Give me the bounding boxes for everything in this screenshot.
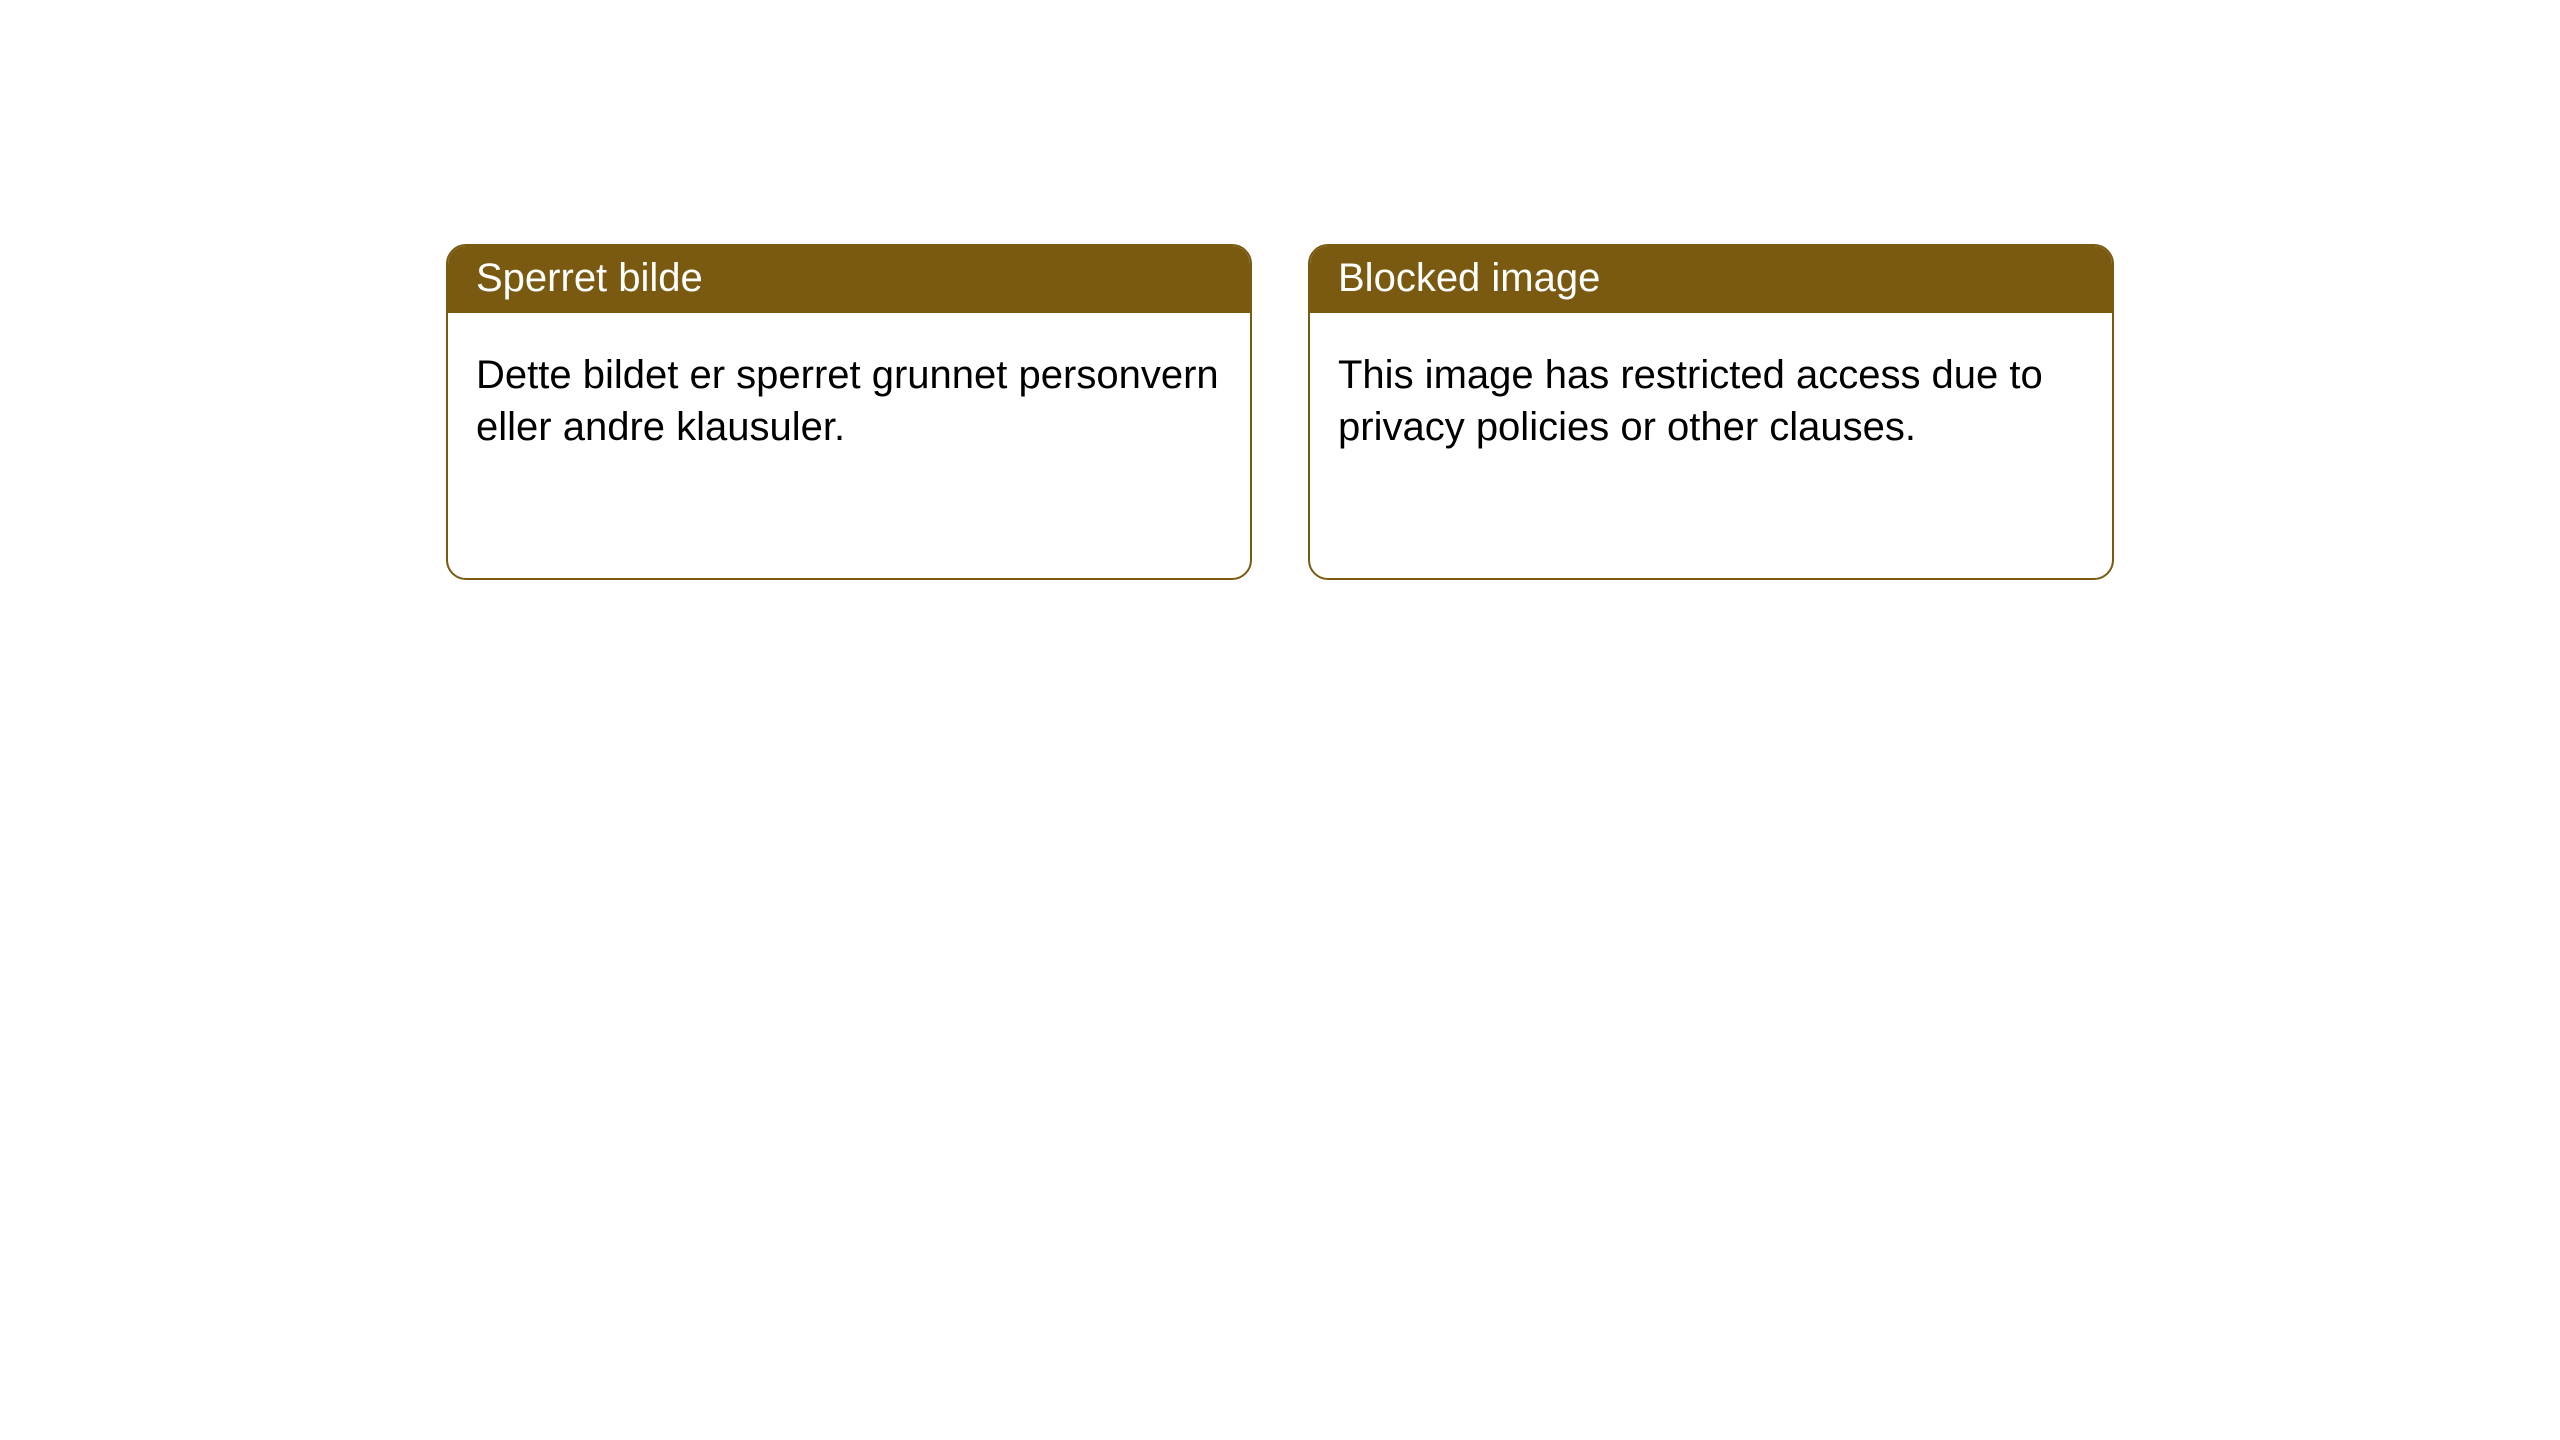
notice-body: This image has restricted access due to …	[1310, 313, 2112, 489]
notice-title: Sperret bilde	[448, 246, 1250, 313]
notice-container: Sperret bilde Dette bildet er sperret gr…	[0, 0, 2560, 580]
notice-body: Dette bildet er sperret grunnet personve…	[448, 313, 1250, 489]
notice-box-english: Blocked image This image has restricted …	[1308, 244, 2114, 580]
notice-title: Blocked image	[1310, 246, 2112, 313]
notice-box-norwegian: Sperret bilde Dette bildet er sperret gr…	[446, 244, 1252, 580]
